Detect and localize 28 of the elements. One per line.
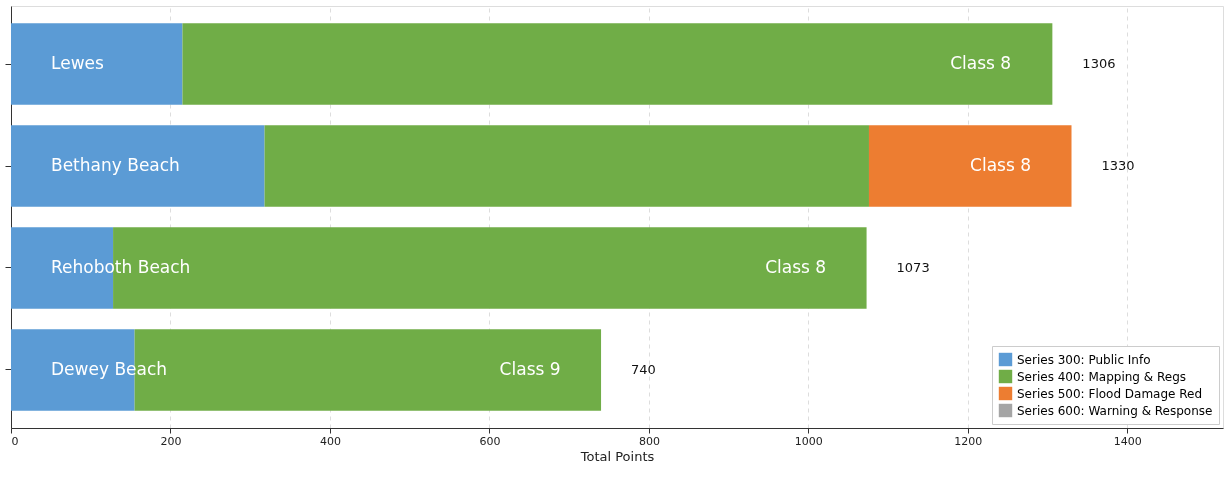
bar (868, 125, 1072, 207)
bar (264, 125, 869, 207)
bar (11, 23, 183, 105)
x-tick-label: 800 (638, 434, 660, 448)
bar (182, 23, 1053, 105)
annotation: Class 8 (765, 256, 827, 277)
x-tick-label: 600 (479, 434, 501, 448)
total-label: 1306 (1082, 56, 1116, 72)
x-tick-label: 400 (319, 434, 341, 448)
x-tick-label: 1200 (954, 434, 983, 448)
y-tick-label: Bethany Beach (51, 155, 180, 176)
x-tick-label: 0 (11, 434, 19, 448)
x-axis-title: Total Points (579, 448, 655, 464)
bar (11, 125, 265, 207)
annotation: Class 8 (970, 155, 1032, 176)
legend-label: Series 500: Flood Damage Red (1017, 386, 1203, 401)
total-label: 1330 (1101, 158, 1135, 174)
y-tick-label: Lewes (51, 53, 104, 74)
legend-label: Series 300: Public Info (1017, 352, 1151, 367)
legend-label: Series 600: Warning & Response (1017, 403, 1213, 418)
total-label: 740 (631, 361, 656, 377)
legend-label: Series 400: Mapping & Regs (1017, 369, 1187, 384)
annotation: Class 9 (499, 358, 561, 379)
x-tick-label: 1000 (794, 434, 823, 448)
x-tick-label: 200 (160, 434, 182, 448)
annotation: Class 8 (950, 53, 1012, 74)
x-tick-label: 1400 (1113, 434, 1142, 448)
total-label: 1073 (896, 259, 930, 275)
